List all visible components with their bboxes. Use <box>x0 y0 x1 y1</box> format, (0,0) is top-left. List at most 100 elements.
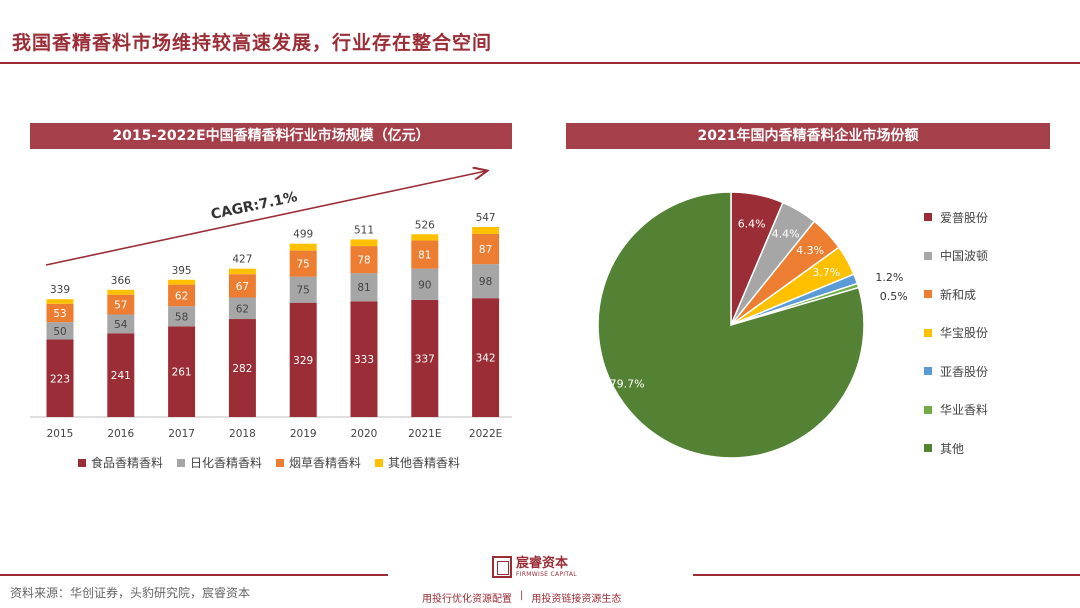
pie-value-label: 4.3% <box>796 244 824 257</box>
legend-item: 华业香料 <box>924 391 988 430</box>
bar-total-label: 395 <box>172 265 192 277</box>
bar-chart-legend: 食品香精香料 日化香精香料 烟草香精香料 其他香精香料 <box>78 454 460 471</box>
slogan-right: 用投资链接资源生态 <box>531 594 622 605</box>
bar-value-label: 75 <box>297 285 310 297</box>
bar-value-label: 337 <box>415 353 435 365</box>
x-tick-label: 2022E <box>469 428 502 440</box>
footer-slogans: 用投行优化资源配置 | 用投资链接资源生态 <box>422 590 621 605</box>
bar-chart-title: 2015-2022E中国香精香料行业市场规模（亿元） <box>30 123 512 149</box>
legend-label: 亚香股份 <box>940 364 989 379</box>
bar-segment <box>46 339 74 417</box>
bar-total-label: 339 <box>50 284 70 296</box>
page-title: 我国香精香料市场维持较高速发展，行业存在整合空间 <box>12 32 493 54</box>
legend-item: 亚香股份 <box>924 352 988 391</box>
pie-value-label: 6.4% <box>738 217 766 230</box>
pie-value-label: 1.2% <box>875 271 903 284</box>
bar-total-label: 499 <box>293 229 313 241</box>
bar-chart: 223 50 53 339 2015 241 54 57 366 2016 261 58 62 395 20… <box>30 150 512 440</box>
bar-segment <box>107 333 135 417</box>
bar-segment <box>228 268 256 275</box>
legend-swatch <box>375 458 384 467</box>
bar-value-label: 54 <box>114 319 128 331</box>
bar-value-label: 342 <box>476 353 496 365</box>
bar-segment <box>289 250 317 277</box>
legend-label: 烟草香精香料 <box>289 456 362 470</box>
bar-value-label: 241 <box>111 370 131 382</box>
pie-value-label: 79.7% <box>610 378 645 391</box>
legend-swatch <box>276 458 285 467</box>
legend-label: 其他香精香料 <box>388 456 461 470</box>
bar-value-label: 223 <box>50 373 70 385</box>
bar-segment <box>350 239 378 247</box>
pie-value-label: 4.4% <box>772 228 800 241</box>
bar-segment <box>350 301 378 417</box>
bar-segment <box>350 246 378 274</box>
source-note: 资料来源：华创证券，头豹研究院，宸睿资本 <box>10 586 251 600</box>
x-tick-label: 2021E <box>408 428 441 440</box>
bar-segment <box>411 234 439 241</box>
legend-swatch <box>177 458 186 467</box>
legend-item: 新和成 <box>924 275 988 314</box>
bar-value-label: 58 <box>175 311 188 323</box>
footer-divider-left <box>0 574 388 576</box>
legend-item: 中国波顿 <box>924 237 988 276</box>
bar-total-label: 547 <box>476 212 496 224</box>
bar-value-label: 87 <box>479 244 492 256</box>
legend-swatch <box>924 213 932 222</box>
bar-segment <box>228 297 256 320</box>
bar-segment <box>472 226 500 234</box>
bar-segment <box>472 298 500 417</box>
pie-chart: 6.4% 4.4% 4.3% 3.7% 1.2% 0.5% 79.7% <box>597 191 908 459</box>
legend-item: 华宝股份 <box>924 314 988 353</box>
bar-segment <box>289 276 317 303</box>
bar-value-label: 53 <box>53 308 66 320</box>
brand-name-en: FIRMWISE CAPITAL <box>516 570 577 578</box>
bar-value-label: 282 <box>232 363 252 375</box>
x-tick-label: 2019 <box>290 428 317 440</box>
bar-segment <box>472 233 500 265</box>
footer-divider-right <box>693 574 1080 576</box>
bar-segment <box>289 243 317 251</box>
bar-segment <box>168 326 196 417</box>
bar-segment <box>46 303 74 323</box>
bar-total-label: 366 <box>111 275 131 287</box>
bar-value-label: 329 <box>293 355 313 367</box>
bar-value-label: 50 <box>53 326 66 338</box>
legend-item: 日化香精香料 <box>177 454 262 471</box>
legend-swatch <box>924 290 932 299</box>
cagr-arrow <box>45 171 486 266</box>
legend-item: 爱普股份 <box>924 198 988 237</box>
bar-segment <box>168 284 196 307</box>
pie-value-label: 0.5% <box>880 290 908 303</box>
x-tick-label: 2020 <box>351 428 378 440</box>
bar-segment <box>411 240 439 269</box>
bar-total-label: 526 <box>415 219 435 231</box>
x-tick-label: 2018 <box>229 428 256 440</box>
legend-label: 华业香料 <box>940 403 989 418</box>
bar-value-label: 78 <box>357 255 370 267</box>
bar-value-label: 98 <box>479 276 492 288</box>
bar-segment <box>228 319 256 417</box>
bar-segment <box>289 302 317 417</box>
bar-value-label: 57 <box>114 300 127 312</box>
bar-value-label: 81 <box>418 250 431 262</box>
legend-item: 烟草香精香料 <box>276 454 361 471</box>
x-tick-label: 2016 <box>107 428 134 440</box>
bar-value-label: 333 <box>354 354 374 366</box>
legend-label: 其他 <box>940 441 965 456</box>
bar-value-label: 81 <box>357 282 370 294</box>
legend-swatch <box>924 444 932 453</box>
legend-item: 其他 <box>924 429 988 468</box>
pie-value-label: 3.7% <box>812 266 840 279</box>
legend-swatch <box>924 405 932 414</box>
pie-slice <box>597 191 865 459</box>
bar-segment <box>411 268 439 300</box>
bar-value-label: 62 <box>236 303 249 315</box>
x-tick-label: 2015 <box>47 428 74 440</box>
bar-segment <box>107 289 135 295</box>
bar-value-label: 62 <box>175 290 188 302</box>
brand-name: 宸睿资本 <box>516 555 569 571</box>
pie-chart-title: 2021年国内香精香料企业市场份额 <box>566 123 1050 149</box>
bar-value-label: 90 <box>418 279 431 291</box>
bar-segment <box>46 322 74 340</box>
